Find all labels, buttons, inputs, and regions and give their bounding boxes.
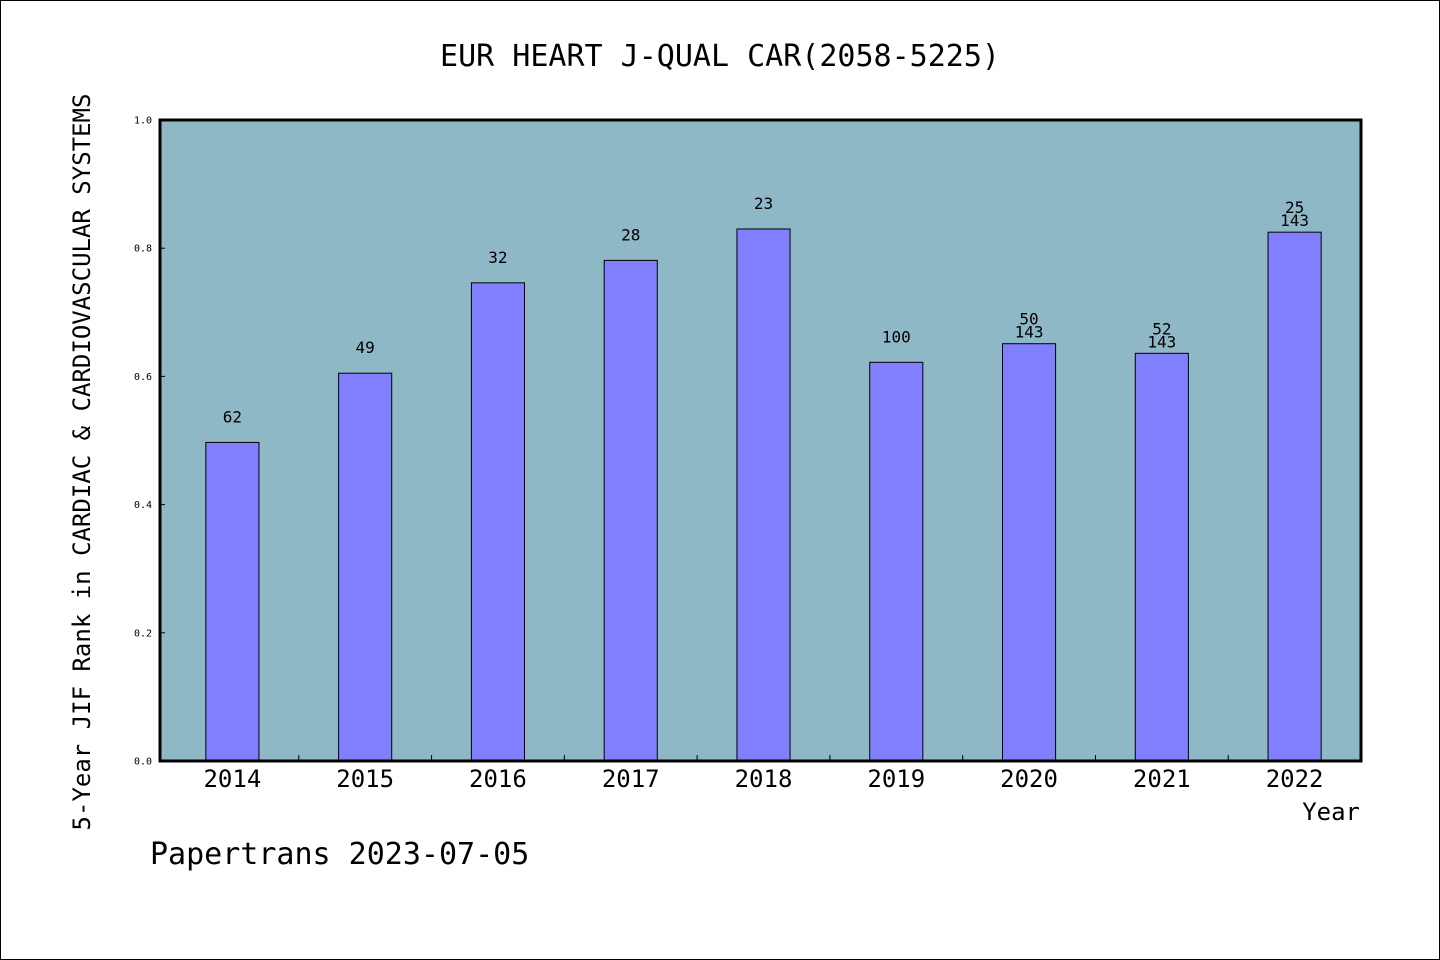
bar — [736, 228, 791, 762]
bar-value-label: 52 — [1152, 319, 1171, 338]
bar-value-label: 23 — [754, 194, 773, 213]
bar — [470, 282, 525, 762]
x-tick-label: 2016 — [469, 765, 527, 793]
bar — [1267, 231, 1322, 762]
chart-title: EUR HEART J-QUAL CAR(2058-5225) — [440, 39, 1000, 74]
x-axis-ticks: 2014 2015 2016 2017 2018 2019 2020 2021 2022 — [203, 755, 1324, 793]
y-tick-label: 0.2 — [134, 628, 152, 639]
bar-value-label: 100 — [882, 327, 911, 346]
bar-value-label: 62 — [223, 407, 242, 426]
x-tick-label: 2015 — [336, 765, 394, 793]
x-tick-label: 2014 — [203, 765, 261, 793]
bar-value-label: 49 — [356, 338, 375, 357]
x-tick-label: 2018 — [735, 765, 793, 793]
bar — [1134, 352, 1189, 762]
bar-value-label: 32 — [488, 248, 507, 267]
x-tick-label: 2019 — [867, 765, 925, 793]
bars — [205, 228, 1322, 762]
x-tick-label: 2017 — [602, 765, 660, 793]
x-tick-label: 2020 — [1000, 765, 1058, 793]
bar — [869, 361, 924, 762]
y-tick-label: 0.4 — [134, 500, 152, 511]
bar — [603, 259, 658, 762]
y-tick-label: 0.8 — [134, 244, 152, 255]
bar-value-label: 25 — [1285, 198, 1304, 217]
bar-value-label: 50 — [1019, 310, 1038, 329]
bar — [338, 372, 393, 762]
bar — [205, 441, 260, 762]
bar-value-label: 143 — [1015, 323, 1044, 342]
x-tick-label: 2022 — [1266, 765, 1324, 793]
bar-value-label: 143 — [1147, 332, 1176, 351]
plot-border — [158, 118, 1363, 763]
footer-credit: Papertrans 2023-07-05 — [150, 837, 529, 872]
y-tick-label: 1.0 — [134, 116, 152, 127]
y-tick-label: 0.6 — [134, 372, 152, 383]
x-axis-label: Year — [1302, 798, 1360, 826]
y-axis-label: 5-Year JIF Rank in CARDIAC & CARDIOVASCU… — [68, 94, 96, 831]
bar — [1002, 343, 1057, 762]
bar-value-label: 143 — [1280, 211, 1309, 230]
bar-value-label: 28 — [621, 225, 640, 244]
x-tick-label: 2021 — [1133, 765, 1191, 793]
y-tick-label: 0.0 — [134, 757, 152, 768]
